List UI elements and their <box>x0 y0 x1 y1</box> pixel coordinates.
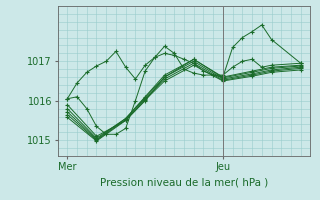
X-axis label: Pression niveau de la mer( hPa ): Pression niveau de la mer( hPa ) <box>100 177 268 187</box>
